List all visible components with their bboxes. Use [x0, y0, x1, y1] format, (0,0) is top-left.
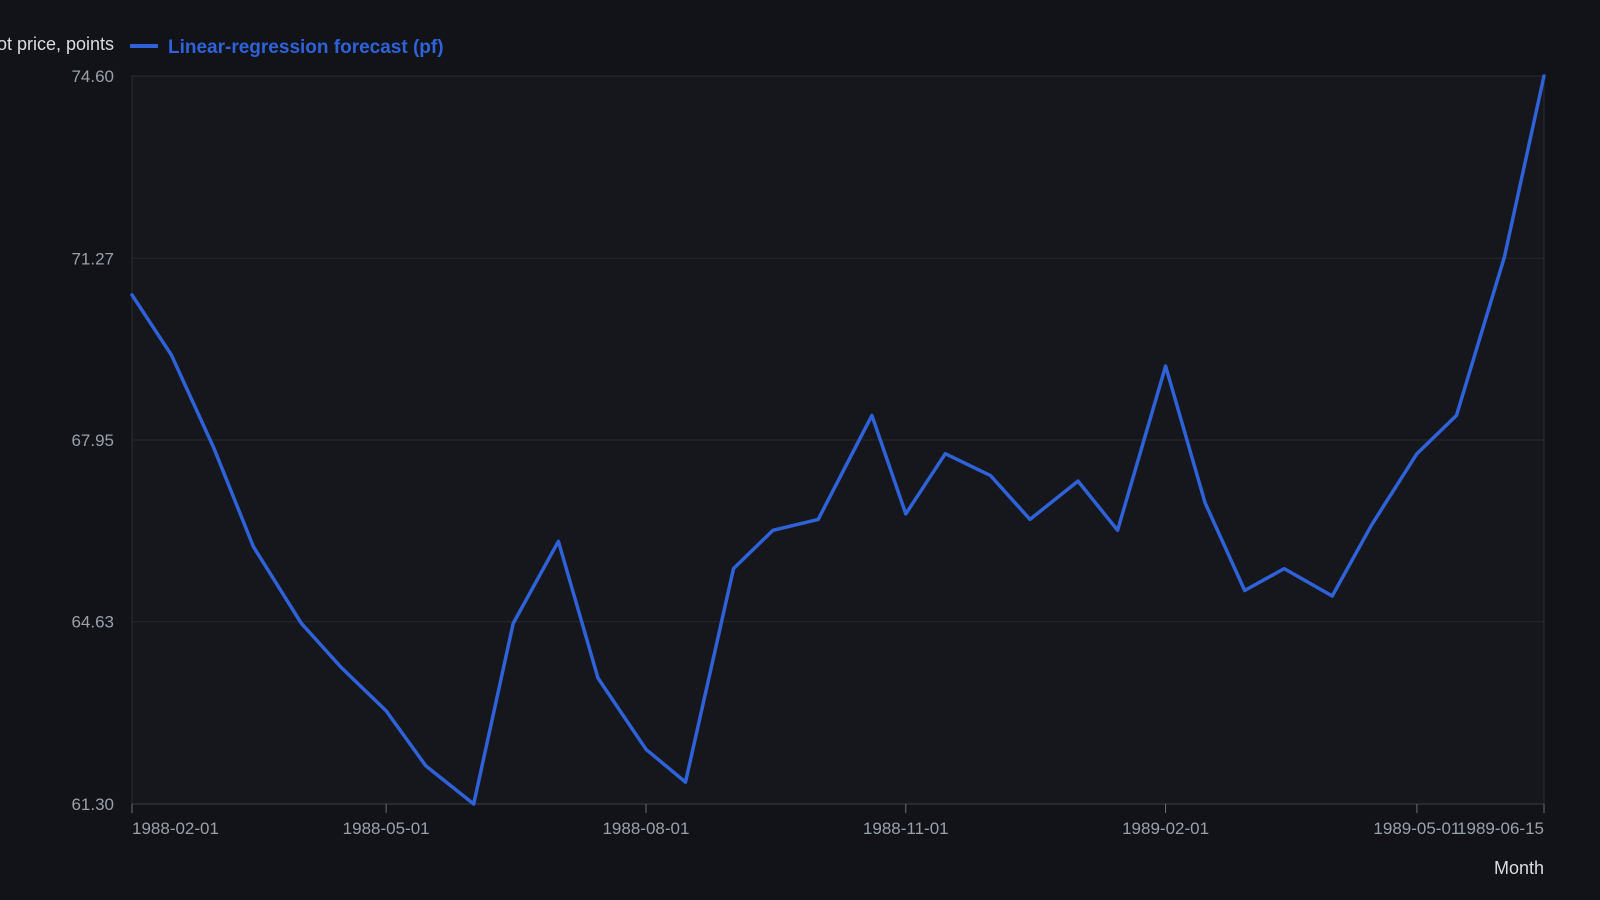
legend[interactable]: Linear-regression forecast (pf)	[130, 37, 444, 58]
legend-label: Linear-regression forecast (pf)	[168, 37, 444, 58]
x-axis-title: Month	[1494, 858, 1544, 878]
x-axis: 1988-02-01 1988-05-01 1988-08-01 1988-11-01…	[131, 803, 1545, 838]
y-tick-label: 64.63	[71, 613, 114, 632]
y-tick-label: 61.30	[71, 795, 114, 814]
x-tick-label: 1989-02-01	[1122, 819, 1209, 838]
series-lines	[130, 74, 1546, 806]
x-tick-label: 1988-11-01	[863, 819, 949, 838]
x-tick-label: 1989-06-15	[1457, 819, 1544, 838]
y-tick-label: 74.60	[71, 67, 114, 86]
y-tick-label: 67.95	[71, 431, 114, 450]
gridlines	[132, 257, 1544, 623]
y-axis: 61.30 64.63 67.95 71.27 74.60	[71, 67, 114, 814]
y-axis-title: Spot price, points	[0, 34, 114, 54]
x-tick-label: 1988-05-01	[343, 819, 430, 838]
x-tick-label: 1988-02-01	[132, 819, 219, 838]
x-tick-label: 1989-05-01	[1373, 819, 1460, 838]
y-tick-label: 71.27	[71, 249, 114, 268]
x-tick-label: 1988-08-01	[602, 819, 689, 838]
series-line	[130, 74, 1546, 806]
